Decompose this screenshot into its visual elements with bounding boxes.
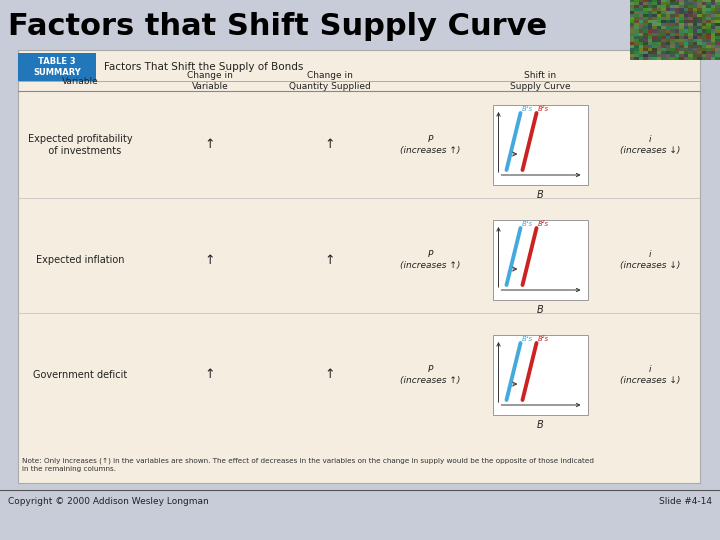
Text: Factors that Shift Supply Curve: Factors that Shift Supply Curve [8,12,547,41]
Text: Expected inflation: Expected inflation [36,255,125,265]
Bar [492,335,588,415]
Text: Expected profitability
   of investments: Expected profitability of investments [27,134,132,156]
Text: B¹s: B¹s [521,221,533,227]
Text: ↑: ↑ [325,138,336,152]
Text: B: B [536,420,544,430]
Text: B¹s: B¹s [521,106,533,112]
Text: TABLE 3
SUMMARY: TABLE 3 SUMMARY [33,57,81,77]
Text: ↑: ↑ [325,253,336,267]
Text: B²s: B²s [538,336,549,342]
Text: Change in
Variable: Change in Variable [187,71,233,91]
Text: Factors That Shift the Supply of Bonds: Factors That Shift the Supply of Bonds [104,62,303,72]
Text: Change in
Quantity Supplied: Change in Quantity Supplied [289,71,371,91]
Text: Note: Only increases (↑) in the variables are shown. The effect of decreases in : Note: Only increases (↑) in the variable… [22,458,594,472]
Text: Shift in
Supply Curve: Shift in Supply Curve [510,71,570,91]
Text: B: B [536,190,544,200]
Text: B²s: B²s [538,221,549,227]
Text: i
(increases ↓): i (increases ↓) [620,365,680,385]
Text: Slide #4-14: Slide #4-14 [659,497,712,507]
Text: ↑: ↑ [325,368,336,381]
Bar [18,50,700,483]
Text: B: B [536,305,544,315]
Text: Copyright © 2000 Addison Wesley Longman: Copyright © 2000 Addison Wesley Longman [8,497,209,507]
Bar [18,53,96,81]
Text: Variable: Variable [62,77,99,85]
Text: P
(increases ↑): P (increases ↑) [400,135,460,155]
Text: ↑: ↑ [204,368,215,381]
Bar [492,105,588,185]
Text: i
(increases ↓): i (increases ↓) [620,250,680,270]
Text: ↑: ↑ [204,138,215,152]
Text: B¹s: B¹s [521,336,533,342]
Text: B²s: B²s [538,106,549,112]
Text: i
(increases ↓): i (increases ↓) [620,135,680,155]
Text: P
(increases ↑): P (increases ↑) [400,365,460,385]
Text: Government deficit: Government deficit [33,370,127,380]
Text: ↑: ↑ [204,253,215,267]
Bar [492,220,588,300]
Text: P
(increases ↑): P (increases ↑) [400,250,460,270]
